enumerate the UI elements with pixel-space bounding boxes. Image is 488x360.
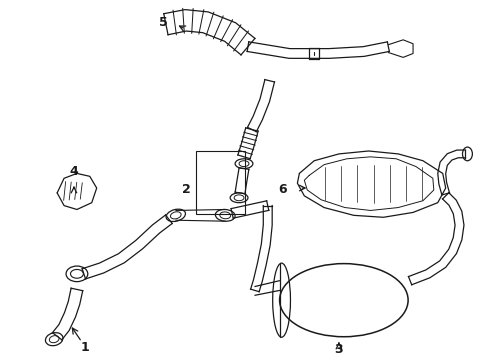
Text: 5: 5 xyxy=(158,16,167,29)
Text: 3: 3 xyxy=(334,343,343,356)
Text: 1: 1 xyxy=(81,341,89,355)
Text: 6: 6 xyxy=(278,184,286,197)
Text: 2: 2 xyxy=(182,184,191,197)
Bar xyxy=(195,151,244,214)
Text: 4: 4 xyxy=(69,165,78,178)
